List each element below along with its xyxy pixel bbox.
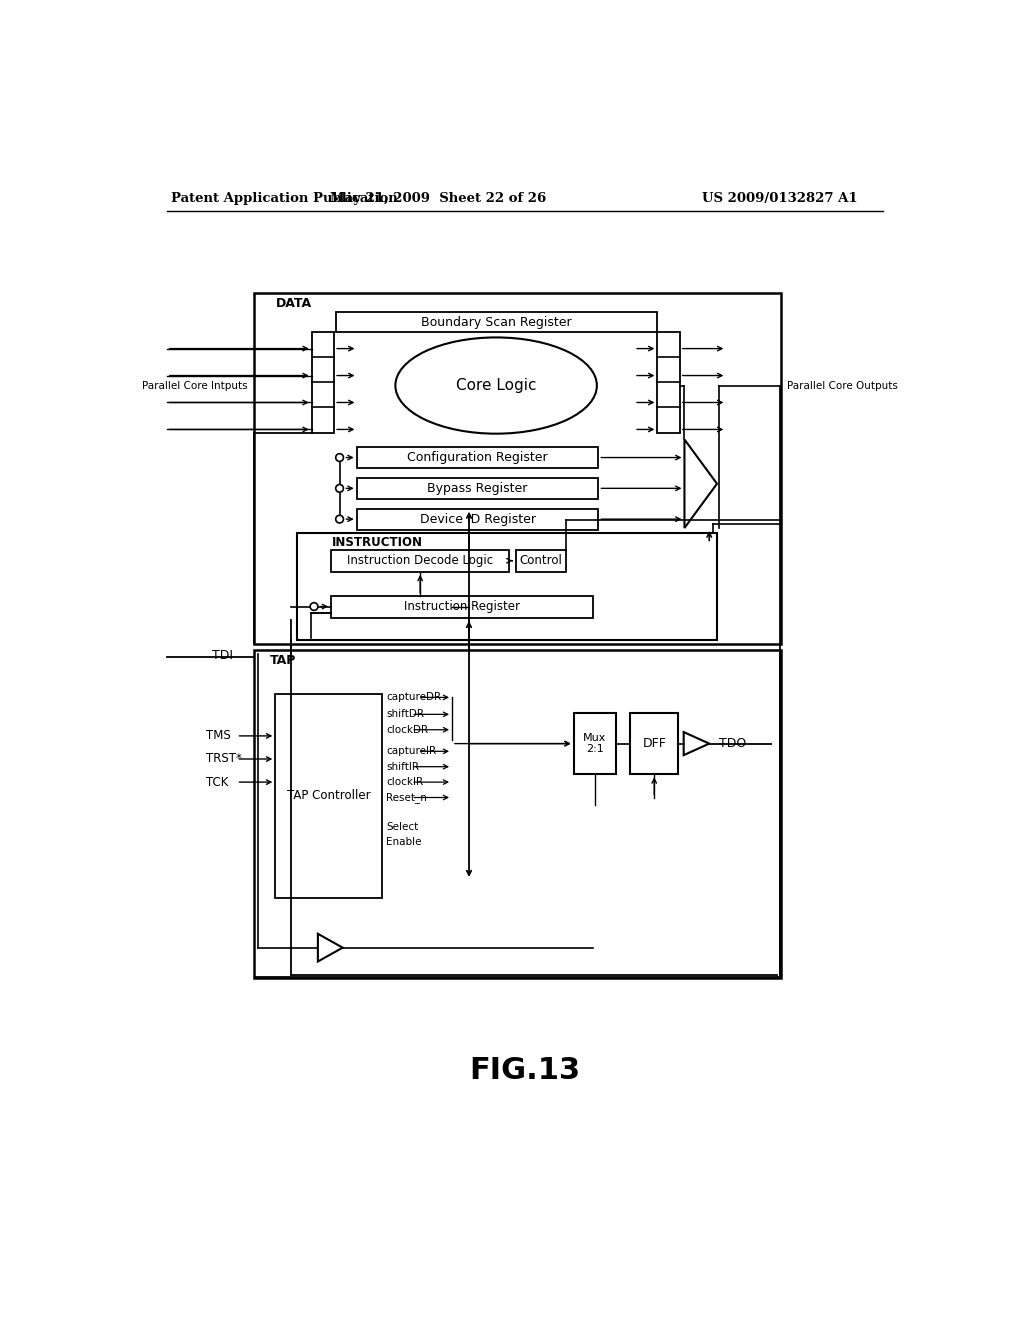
Text: Select: Select xyxy=(386,822,419,832)
Text: TCK: TCK xyxy=(206,776,228,788)
Text: Instruction Decode Logic: Instruction Decode Logic xyxy=(347,554,494,568)
Text: US 2009/0132827 A1: US 2009/0132827 A1 xyxy=(701,191,857,205)
Bar xyxy=(311,333,334,433)
Bar xyxy=(331,595,593,618)
Bar xyxy=(573,713,616,775)
Circle shape xyxy=(336,515,343,523)
Text: TMS: TMS xyxy=(206,730,230,742)
Text: Instruction Register: Instruction Register xyxy=(404,601,520,614)
Text: TDO: TDO xyxy=(719,737,745,750)
Bar xyxy=(356,478,598,499)
Text: INSTRUCTION: INSTRUCTION xyxy=(332,536,423,549)
Circle shape xyxy=(336,484,343,492)
Text: DFF: DFF xyxy=(642,737,667,750)
Bar xyxy=(515,549,566,572)
Text: Enable: Enable xyxy=(386,837,422,847)
Text: clockIR: clockIR xyxy=(386,777,423,787)
Text: Parallel Core Outputs: Parallel Core Outputs xyxy=(786,380,898,391)
Text: TAP Controller: TAP Controller xyxy=(287,789,371,803)
Circle shape xyxy=(310,603,317,610)
Text: captureIR: captureIR xyxy=(386,746,436,756)
Text: shiftIR: shiftIR xyxy=(386,762,419,772)
Text: Core Logic: Core Logic xyxy=(456,378,537,393)
Bar xyxy=(657,333,680,433)
Bar xyxy=(331,549,509,572)
Bar xyxy=(630,713,678,775)
Text: May 21, 2009  Sheet 22 of 26: May 21, 2009 Sheet 22 of 26 xyxy=(330,191,546,205)
Bar xyxy=(356,447,598,469)
Bar xyxy=(254,293,781,644)
Bar xyxy=(356,508,598,529)
Bar xyxy=(336,313,656,333)
Polygon shape xyxy=(317,933,343,961)
Bar xyxy=(297,533,717,640)
Text: Bypass Register: Bypass Register xyxy=(427,482,527,495)
Text: DATA: DATA xyxy=(276,297,312,310)
Text: captureDR: captureDR xyxy=(386,693,441,702)
Text: Boundary Scan Register: Boundary Scan Register xyxy=(421,315,571,329)
Text: Patent Application Publication: Patent Application Publication xyxy=(171,191,397,205)
Text: TAP: TAP xyxy=(270,653,296,667)
Text: Configuration Register: Configuration Register xyxy=(408,451,548,465)
Text: FIG.13: FIG.13 xyxy=(469,1056,581,1085)
Text: TDI: TDI xyxy=(212,648,232,661)
Text: TRST*: TRST* xyxy=(206,752,242,766)
Bar xyxy=(275,693,382,898)
Text: Parallel Core Intputs: Parallel Core Intputs xyxy=(142,380,248,391)
Text: Mux
2:1: Mux 2:1 xyxy=(584,733,606,755)
Bar xyxy=(254,649,781,978)
Text: clockDR: clockDR xyxy=(386,725,428,735)
Ellipse shape xyxy=(395,338,597,434)
Text: Control: Control xyxy=(519,554,562,568)
Text: Device ID Register: Device ID Register xyxy=(420,512,536,525)
Polygon shape xyxy=(684,733,710,755)
Polygon shape xyxy=(684,440,717,528)
Text: shiftDR: shiftDR xyxy=(386,709,424,719)
Text: Reset_n: Reset_n xyxy=(386,792,427,803)
Circle shape xyxy=(336,454,343,462)
